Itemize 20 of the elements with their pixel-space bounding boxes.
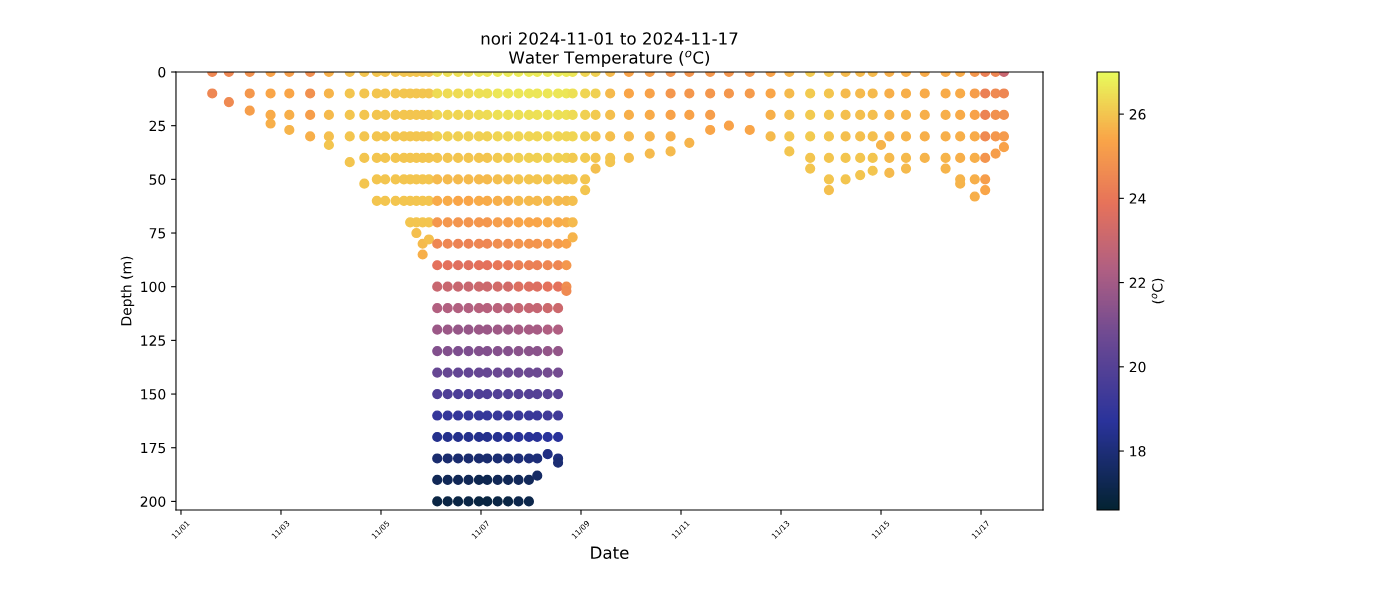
point <box>875 139 887 151</box>
color-bar-title: ($^{o}$C) <box>1151 278 1165 304</box>
y-tick-label: 0 <box>158 66 166 78</box>
x-axis-title: Date <box>591 546 629 559</box>
color-bar-label: 26 <box>1129 109 1146 120</box>
chart-subtitle: Water Temperature ($^{o}$C) <box>508 50 710 68</box>
color-bar-label: 18 <box>1130 446 1146 457</box>
y-tick-label: 50 <box>149 174 166 185</box>
y-tick-label: 200 <box>140 496 166 507</box>
y-tick-label: 175 <box>141 442 166 454</box>
y-tick-label: 100 <box>141 281 166 293</box>
color-bar-label: 24 <box>1129 193 1146 204</box>
chart-title: nori 2024-11-01 to 2024-11-17 <box>481 31 738 45</box>
y-tick-label: 75 <box>149 228 166 239</box>
color-bar-label: 20 <box>1129 361 1146 373</box>
y-axis-title: Depth (m) <box>120 256 135 326</box>
y-tick-label: 125 <box>141 335 166 346</box>
color-bar-label: 22 <box>1129 277 1146 288</box>
y-tick-label: 25 <box>149 120 166 132</box>
y-tick-label: 150 <box>141 389 166 400</box>
